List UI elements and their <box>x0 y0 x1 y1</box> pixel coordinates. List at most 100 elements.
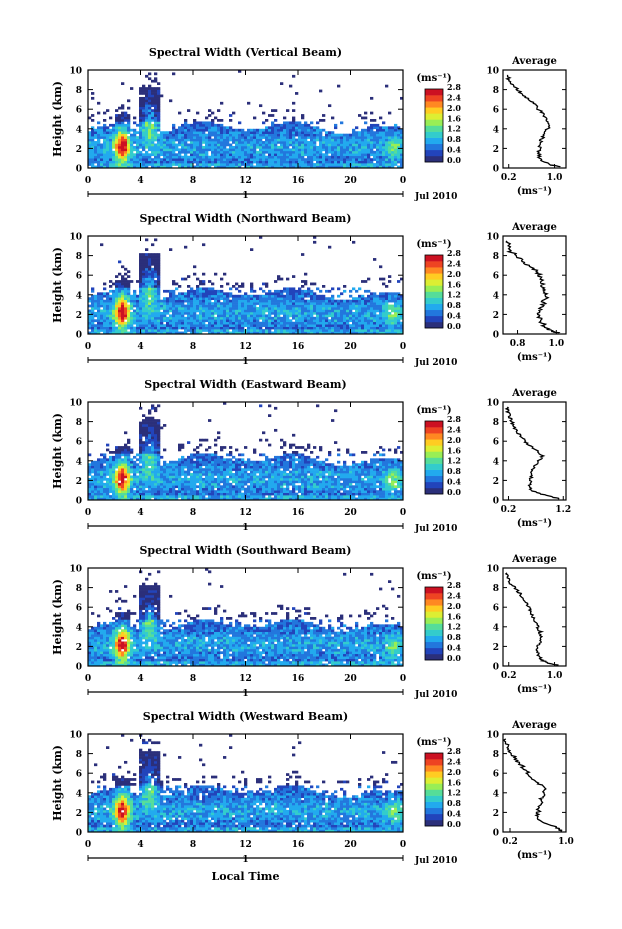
heatmap-cell <box>163 482 167 486</box>
heatmap-cell <box>217 292 221 296</box>
heatmap-cell <box>238 160 242 164</box>
heatmap-cell <box>139 475 143 479</box>
heatmap-cell <box>181 307 185 310</box>
heatmap-cell <box>292 321 296 325</box>
heatmap-cell <box>145 111 149 115</box>
heatmap-cell <box>400 160 404 164</box>
heatmap-cell <box>235 153 239 157</box>
heatmap-cell <box>310 136 314 139</box>
heatmap-cell <box>376 128 380 132</box>
heatmap-cell <box>337 158 341 161</box>
heatmap-cell <box>172 126 176 130</box>
heatmap-cell <box>202 141 206 144</box>
heatmap-cell <box>139 260 143 264</box>
heatmap-cell <box>103 165 107 169</box>
heatmap-cell <box>235 145 239 149</box>
heatmap-cell <box>142 485 146 489</box>
colorbar-swatch <box>425 143 443 151</box>
heatmap-cell <box>145 495 149 498</box>
x-tick-label: 16 <box>292 176 305 186</box>
heatmap-cell <box>211 307 215 310</box>
heatmap-cell <box>349 324 353 327</box>
heatmap-cell <box>88 480 92 484</box>
heatmap-cell <box>391 126 395 130</box>
heatmap-cell <box>226 138 230 142</box>
heatmap-cell <box>211 453 215 457</box>
heatmap-cell <box>163 326 167 330</box>
heatmap-cell <box>172 302 176 305</box>
heatmap-cell <box>250 324 254 327</box>
heatmap-cell <box>268 307 272 310</box>
heatmap-cell <box>184 319 188 323</box>
heatmap-cell <box>211 329 215 332</box>
heatmap-cell <box>148 299 152 303</box>
heatmap-cell <box>265 285 269 288</box>
heatmap-cell <box>328 309 332 313</box>
heatmap-cell <box>388 150 392 154</box>
heatmap-cell <box>190 133 194 137</box>
heatmap-cell <box>181 165 185 169</box>
heatmap-cell <box>307 319 311 323</box>
heatmap-cell <box>178 477 182 481</box>
heatmap-cell <box>151 253 155 256</box>
heatmap-cell <box>376 133 380 137</box>
heatmap-cell <box>154 497 158 501</box>
heatmap-cell <box>331 314 335 318</box>
heatmap-cell <box>277 128 281 132</box>
heatmap-cell <box>118 153 122 157</box>
heatmap-cell <box>382 126 386 130</box>
heatmap-cell <box>178 316 182 320</box>
heatmap-cell <box>397 331 401 335</box>
heatmap-cell <box>355 302 359 305</box>
heatmap-cell <box>193 311 197 315</box>
heatmap-cell <box>262 329 266 332</box>
heatmap-cell <box>358 331 362 335</box>
heatmap-cell <box>118 304 122 308</box>
heatmap-cell <box>256 329 260 332</box>
heatmap-cell <box>361 148 365 152</box>
heatmap-cell <box>295 148 299 152</box>
heatmap-cell <box>115 465 119 469</box>
heatmap-cell <box>166 316 170 320</box>
heatmap-cell <box>172 145 176 149</box>
heatmap-cell <box>295 128 299 132</box>
heatmap-cell <box>154 99 158 103</box>
heatmap-cell <box>259 148 263 152</box>
heatmap-cell <box>217 314 221 318</box>
heatmap-cell <box>178 465 182 469</box>
heatmap-cell <box>169 468 173 471</box>
heatmap-cell <box>172 133 176 137</box>
heatmap-cell <box>325 307 329 310</box>
heatmap-cell <box>118 460 122 464</box>
heatmap-cell <box>157 468 161 471</box>
heatmap-cell <box>319 289 323 293</box>
heatmap-cell <box>196 468 200 471</box>
heatmap-cell <box>322 321 326 325</box>
heatmap-cell <box>157 321 161 325</box>
heatmap-cell <box>127 148 131 152</box>
heatmap-cell <box>202 473 206 476</box>
heatmap-cell <box>91 487 95 491</box>
heatmap-cell <box>142 87 146 90</box>
heatmap-cell <box>127 282 131 286</box>
heatmap-cell <box>127 143 131 147</box>
heatmap-cell <box>187 148 191 152</box>
heatmap-cell <box>289 294 293 298</box>
heatmap-cell <box>400 158 404 161</box>
heatmap-cell <box>232 145 236 149</box>
heatmap-cell <box>355 297 359 300</box>
heatmap-cell <box>127 99 131 103</box>
heatmap-cell <box>136 165 140 169</box>
heatmap-cell <box>262 299 266 303</box>
heatmap-cell <box>250 294 254 298</box>
heatmap-cell <box>397 133 401 137</box>
heatmap-cell <box>142 119 146 122</box>
heatmap-cell <box>148 282 152 286</box>
heatmap-cell <box>91 319 95 323</box>
heatmap-cell <box>91 492 95 496</box>
heatmap-cell <box>274 304 278 308</box>
heatmap-cell <box>154 304 158 308</box>
heatmap-cell <box>292 133 296 137</box>
heatmap-cell <box>382 121 386 125</box>
